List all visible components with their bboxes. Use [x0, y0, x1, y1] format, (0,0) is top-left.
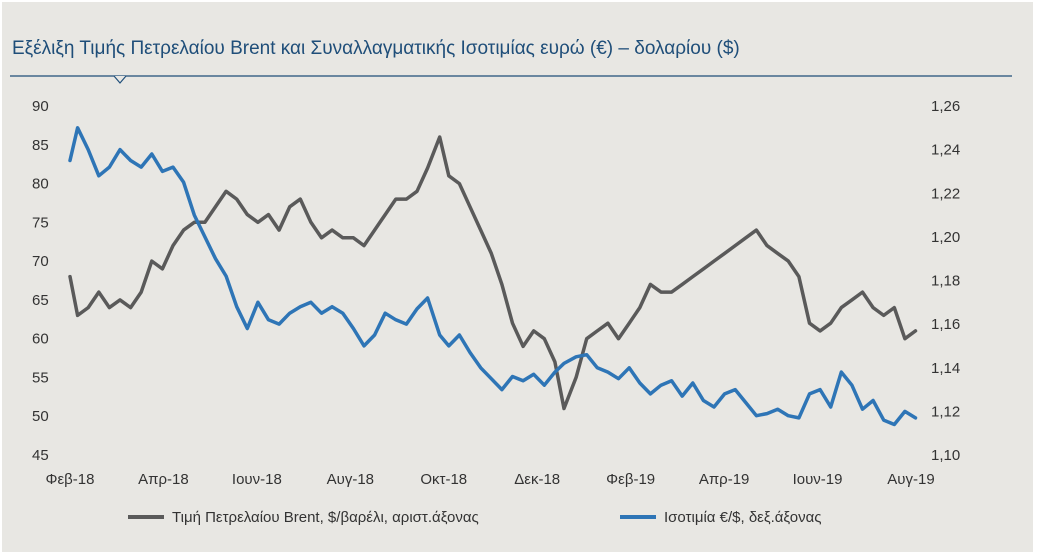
- right-axis-tick: 1,26: [931, 98, 960, 115]
- right-axis-tick: 1,20: [931, 229, 960, 246]
- legend-label-2: Ισοτιμία €/$, δεξ.άξονας: [664, 509, 821, 526]
- legend-label-1: Τιμή Πετρελαίου Brent, $/βαρέλι, αριστ.ά…: [172, 509, 479, 526]
- legend: Τιμή Πετρελαίου Brent, $/βαρέλι, αριστ.ά…: [128, 509, 821, 526]
- series-line-1: [68, 135, 918, 411]
- series-layer: [68, 126, 918, 427]
- x-axis-tick: Οκτ-18: [420, 471, 467, 488]
- right-axis-tick: 1,14: [931, 360, 960, 377]
- left-axis-tick: 90: [32, 98, 49, 115]
- x-axis-tick: Ιουν-18: [232, 471, 282, 488]
- left-axis: 45 50 55 60 65 70 75 80 85 90: [32, 98, 49, 464]
- x-axis-tick: Απρ-19: [699, 471, 750, 488]
- left-axis-tick: 55: [32, 369, 49, 386]
- chart-title: Εξέλιξη Τιμής Πετρελαίου Brent και Συναλ…: [12, 38, 740, 59]
- left-axis-tick: 80: [32, 176, 49, 193]
- x-axis-tick: Αυγ-19: [887, 471, 934, 488]
- right-axis-tick: 1,22: [931, 185, 960, 202]
- right-axis-tick: 1,10: [931, 447, 960, 464]
- left-axis-tick: 70: [32, 253, 49, 270]
- left-axis-tick: 75: [32, 214, 49, 231]
- x-axis-tick: Φεβ-19: [606, 471, 655, 488]
- left-axis-tick: 60: [32, 331, 49, 348]
- x-axis-tick: Ιουν-19: [793, 471, 843, 488]
- x-axis-tick: Φεβ-18: [46, 471, 95, 488]
- left-axis-tick: 45: [32, 447, 49, 464]
- right-axis-tick: 1,16: [931, 316, 960, 333]
- right-axis-tick: 1,18: [931, 273, 960, 290]
- series-line-2: [68, 126, 918, 427]
- left-axis-tick: 85: [32, 137, 49, 154]
- right-axis-tick: 1,12: [931, 403, 960, 420]
- right-axis-tick: 1,24: [931, 142, 960, 159]
- x-axis-tick: Δεκ-18: [514, 471, 560, 488]
- right-axis: 1,10 1,12 1,14 1,16 1,18 1,20 1,22 1,24 1,26: [931, 98, 960, 464]
- left-axis-tick: 65: [32, 292, 49, 309]
- x-axis: Φεβ-18 Απρ-18 Ιουν-18 Αυγ-18 Οκτ-18 Δεκ-18 Φεβ…: [46, 471, 935, 488]
- x-axis-tick: Αυγ-18: [327, 471, 374, 488]
- x-axis-tick: Απρ-18: [138, 471, 189, 488]
- title-rule-notch: [113, 75, 127, 84]
- left-axis-tick: 50: [32, 408, 49, 425]
